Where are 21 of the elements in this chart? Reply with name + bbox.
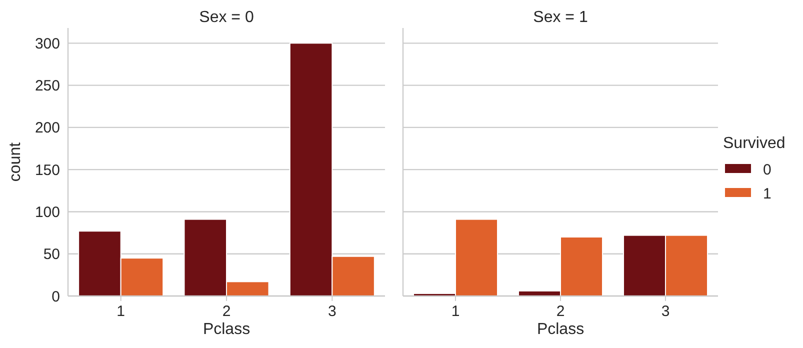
y-tick-label: 250 — [34, 78, 60, 95]
x-axis-title: Pclass — [202, 321, 250, 338]
y-tick-label: 50 — [43, 246, 60, 264]
x-tick-label: 1 — [451, 303, 460, 320]
x-tick-label: 2 — [556, 303, 565, 320]
chart-title: Sex = 1 — [533, 9, 588, 26]
x-tick-label: 3 — [328, 303, 336, 320]
legend-title: Survived — [723, 135, 786, 152]
y-tick-label: 100 — [34, 204, 60, 221]
x-tick-label: 2 — [222, 303, 231, 320]
y-axis-title: count — [7, 142, 24, 182]
legend-label: 1 — [763, 185, 772, 202]
chart-title: Sex = 0 — [199, 9, 254, 26]
x-axis-title: Pclass — [536, 321, 584, 338]
x-tick-label: 1 — [116, 303, 126, 320]
y-tick-label: 0 — [52, 288, 60, 306]
y-tick-label: 200 — [34, 120, 60, 137]
x-tick-label: 3 — [661, 303, 670, 320]
legend-label: 0 — [763, 161, 772, 178]
y-tick-label: 150 — [34, 162, 60, 179]
y-tick-label: 300 — [34, 35, 60, 52]
